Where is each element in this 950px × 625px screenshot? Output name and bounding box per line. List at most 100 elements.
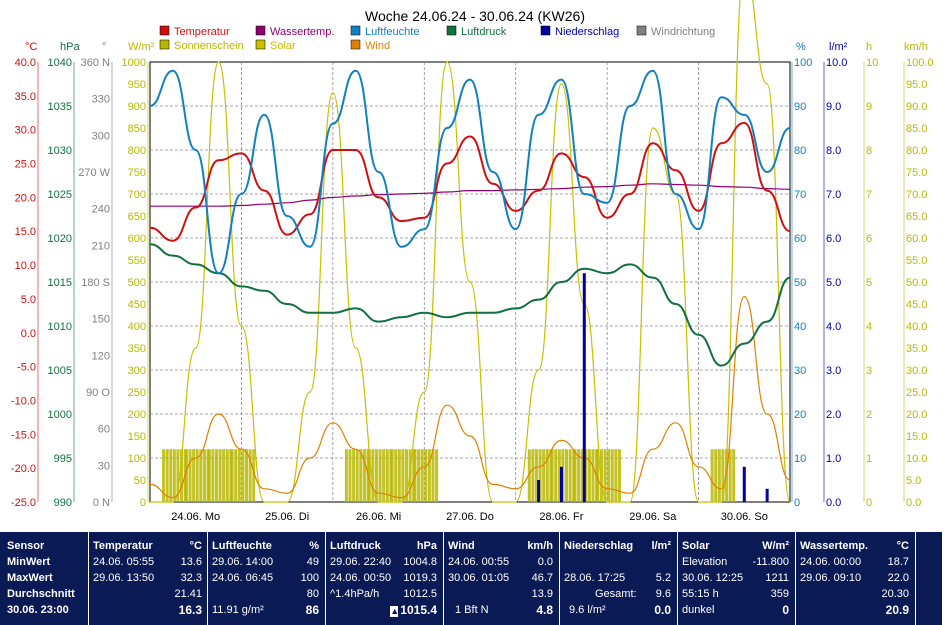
rain-total-value: 9.6 [655,588,671,600]
sunshine-bar [180,449,184,502]
sunshine-bar [184,449,188,502]
rain-unit: l/m² [651,540,671,552]
solar-unit: W/m² [762,540,789,552]
sunshine-bar [721,449,725,502]
sunshine-bar [550,449,554,502]
solar-elevation-label: Elevation [682,556,728,568]
wind-min-value: 0.0 [537,556,553,568]
sunshine-bar [732,449,736,502]
panel-edge [942,532,950,625]
legend-swatch [636,25,647,36]
sunshine-bar [202,449,206,502]
axis-tick-label: 40 [794,321,806,333]
rain-bar [559,466,563,502]
axis-tick-label: 20.0 [906,409,927,421]
sunshine-bar [417,449,421,502]
axis-tick-label: 0.0 [826,497,841,509]
sunshine-bar [195,449,199,502]
legend-swatch [350,39,361,50]
axis-tick-label: 70.0 [906,189,927,201]
legend-label: Niederschlag [555,26,619,38]
axis-tick-label: 210 [92,240,110,252]
axis-tick-label: 65.0 [906,211,927,223]
water-temperature-column: Wassertemp. °C 24.06. 00:00 18.7 29.06. 09… [797,538,913,622]
axis-tick-label: 4.0 [826,321,841,333]
sunshine-bar [431,449,435,502]
axis-tick-label: 850 [128,123,146,135]
legend-label: Temperatur [174,26,230,38]
sunshine-bar [420,449,424,502]
rain-bar [765,488,769,502]
solar-max-value: 1211 [765,572,789,584]
sunshine-bar [554,449,558,502]
axis-tick-label: 60 [98,424,110,436]
water-min-value: 18.7 [887,556,909,568]
temperature-unit: °C [189,540,202,552]
axis-tick-label: 1000 [48,409,72,421]
rain-current-label: 9.6 l/m² [569,604,606,616]
axis-tick-label: -15.0 [11,429,36,441]
rain-bar [742,466,746,502]
axis-tick-label: 100.0 [906,57,934,69]
humidity-avg-value: 80 [306,588,319,600]
solar-max-time: 30.06. 12:25 [682,572,744,584]
axis-tick-label: 0 [866,497,872,509]
sunshine-bar [237,449,241,502]
sunshine-bar [172,449,176,502]
sunshine-value: 359 [770,588,789,600]
axis-tick-label: 270 W [78,167,110,179]
legend-label: Solar [270,40,296,52]
left-axes: °C 40.0 35.0 30.0 25.0 20.0 15.0 10.0 5.0 0.0 -5.0… [11,41,155,509]
axis-tick-label: 150 [128,431,146,443]
axis-unit: h [866,41,872,53]
absolute-humidity: 11.91 g/m² [212,604,264,616]
solar-state: dunkel [682,604,715,616]
sunshine-bar [188,449,192,502]
axis-tick-label: 50 [794,277,806,289]
axis-tick-label: 180 S [81,277,110,289]
sunshine-bar [248,449,252,502]
axis-tick-label: 10.0 [906,453,927,465]
axis-tick-label: 0 N [93,497,110,509]
rain-max-value: 5.2 [655,572,671,584]
water-temperature-unit: °C [896,540,909,552]
sunshine-bar [192,449,196,502]
axis-tick-label: 40.0 [906,321,927,333]
sunshine-bar [534,449,538,502]
axis-tick-label: 50.0 [906,277,927,289]
right-axes: %1009080706050403020100l/m²10.09.08.07.0… [791,41,934,509]
water-max-value: 22.0 [887,572,909,584]
solar-column: Solar W/m² Elevation -11.800 30.06. 12:25 1… [679,538,793,622]
legend-swatch [159,25,170,36]
chart-legend: Temperatur Wassertemp. Luftfeuchte Luftdruc… [159,25,715,52]
axis-unit: W/m² [128,41,155,53]
sunshine-bar [714,449,718,502]
axis-tick-label: 5.0 [21,294,36,306]
sunshine-bar [531,449,535,502]
humidity-min-value: 49 [306,556,319,568]
sunshine-bar [214,449,218,502]
sunshine-bar [591,449,595,502]
sunshine-bar [252,449,256,502]
solar-header: Solar [682,540,710,552]
axis-tick-label: 15.0 [15,226,36,238]
sunshine-bar [394,449,398,502]
axis-tick-label: 6.0 [826,233,841,245]
axis-tick-label: 90.0 [906,101,927,113]
solar-current-value: 0 [782,603,789,617]
legend-label: Sonnenschein [174,40,244,52]
axis-tick-label: -10.0 [11,395,36,407]
rain-header: Niederschlag [564,540,634,552]
x-day-label: 27.06. Do [446,511,494,523]
solar-elevation-value: -11.800 [752,556,790,568]
sunshine-bar [348,449,352,502]
axis-tick-label: 1 [866,453,872,465]
axis-tick-label: 750 [128,167,146,179]
water-min-time: 24.06. 00:00 [800,556,862,568]
wind-max-value: 46.7 [531,572,553,584]
legend-label: Wind [365,40,390,52]
sunshine-bar [717,449,721,502]
axis-tick-label: 800 [128,145,146,157]
wind-bft: 1 Bft N [455,604,489,616]
axis-tick-label: 90 O [86,387,110,399]
